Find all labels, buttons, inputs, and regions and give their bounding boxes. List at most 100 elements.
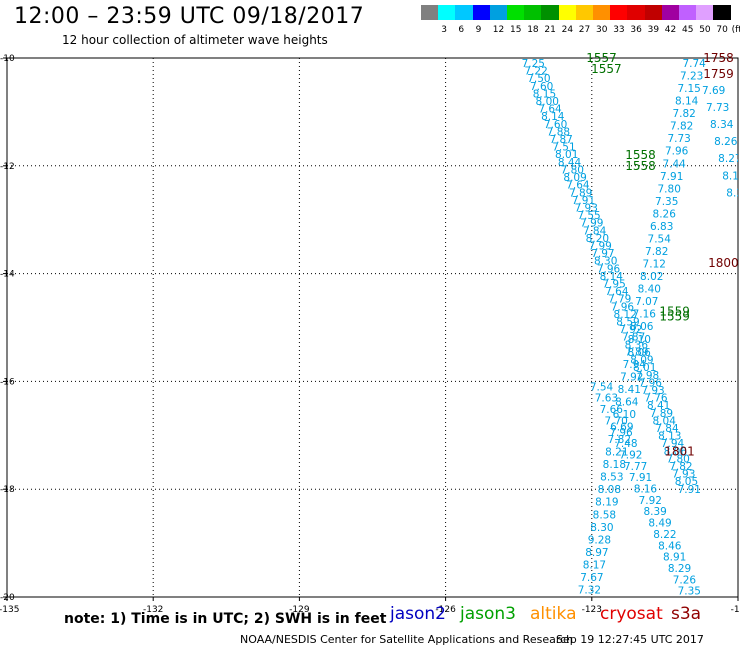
legend-label: 15 — [510, 25, 522, 35]
wave-height-value: 7.55 — [577, 210, 600, 222]
y-tick-label: -20 — [0, 593, 15, 603]
legend-label: 30 — [596, 25, 608, 35]
wave-height-value: 7.80 — [561, 164, 584, 176]
wave-height-value: 7.77 — [624, 461, 647, 473]
legend-swatch — [558, 5, 577, 20]
legend-label: 70 — [716, 25, 728, 35]
legend-label: 9 — [475, 25, 482, 35]
wave-height-value: 7.70 — [604, 415, 627, 427]
wave-height-value: 8.26 — [653, 208, 677, 220]
wave-height-value: 7.54 — [590, 381, 614, 393]
legend-swatch — [438, 5, 456, 20]
wave-height-value: 8.15 — [533, 88, 556, 100]
wave-height-value: 8.14 — [600, 271, 624, 283]
track-time-label: 1558 — [625, 159, 656, 173]
wave-height-value: 7.80 — [658, 183, 681, 195]
wave-height-value: 7.74 — [682, 58, 706, 70]
y-tick-label: -14 — [0, 270, 15, 280]
legend-label: 21 — [544, 25, 556, 35]
wave-height-value: 8.06 — [664, 446, 688, 458]
wave-height-value: 7.16 — [633, 309, 657, 321]
legend-swatch — [644, 5, 663, 20]
wave-height-value: 8.08 — [598, 484, 621, 496]
wave-height-value: 8.06 — [630, 321, 654, 333]
chart-subtitle: 12 hour collection of altimeter wave hei… — [62, 33, 328, 47]
wave-height-value: 8.59 — [616, 317, 639, 329]
wave-height-value: 7.82 — [645, 246, 668, 258]
wave-height-value: 8.44 — [558, 157, 582, 169]
wave-height-value: 8.14 — [675, 96, 699, 108]
legend-label: 36 — [630, 25, 642, 35]
wave-height-value: 8.14 — [541, 111, 565, 123]
wave-height-value: 7.73 — [667, 133, 690, 145]
x-tick-label: -126 — [435, 605, 456, 615]
legend-swatch — [610, 5, 628, 20]
wave-height-value: 7.96 — [597, 263, 621, 275]
wave-height-value: 8.34 — [710, 119, 734, 131]
wave-height-value: 7.96 — [639, 377, 663, 389]
wave-height-value: 7.60 — [544, 119, 567, 131]
wave-height-value: 8.40 — [638, 284, 661, 296]
track-time-label: 1758 — [703, 51, 734, 65]
wave-height-value: 8.10 — [628, 334, 651, 346]
wave-height-value: 7.76 — [644, 393, 668, 405]
wave-height-value: 6.10 — [613, 409, 636, 421]
mission-label-s3a: s3a — [671, 604, 702, 624]
wave-height-value: 8.09 — [563, 172, 586, 184]
wave-height-value: 7.64 — [538, 104, 562, 116]
wave-height-value: 8.39 — [643, 506, 666, 518]
wave-height-value: 8.04 — [653, 415, 677, 427]
wave-height-value: 7.97 — [591, 248, 614, 260]
wave-height-value: 7.84 — [583, 225, 607, 237]
wave-height-value: 8.41 — [618, 384, 641, 396]
wave-height-value: 7.96 — [665, 146, 689, 158]
track-time-label: 1800 — [708, 256, 739, 270]
legend-swatch — [489, 5, 508, 20]
wave-height-value: 7.91 — [678, 484, 701, 496]
x-tick-label: -129 — [289, 605, 310, 615]
wave-height-value: 8.30 — [594, 256, 617, 268]
legend-label: 24 — [561, 25, 574, 35]
track-time-label: 1801 — [664, 444, 695, 458]
wave-height-value: 6.69 — [610, 422, 633, 434]
wave-height-value: 8.27 — [718, 153, 740, 165]
legend-swatch — [472, 5, 491, 20]
map-content: 7.257.227.507.608.158.007.648.147.607.88… — [522, 51, 740, 597]
wave-height-value: 7.64 — [605, 286, 629, 298]
y-tick-label: -10 — [0, 54, 15, 64]
wave-height-value: 7.98 — [636, 370, 659, 382]
wave-height-value: 8.91 — [663, 552, 686, 564]
legend-label: 18 — [527, 25, 539, 35]
wave-height-value: 7.64 — [566, 180, 590, 192]
wave-height-value: 7.99 — [588, 240, 611, 252]
wave-height-value: 8.14 — [722, 170, 740, 182]
wave-height-value: 7.87 — [549, 134, 572, 146]
wave-height-value: 8.18 — [603, 459, 626, 471]
wave-height-value: 7.79 — [608, 294, 631, 306]
wave-height-value: 7.95 — [602, 279, 625, 291]
y-tick-label: -16 — [0, 377, 15, 387]
note-text: note: 1) Time is in UTC; 2) SWH is in fe… — [64, 611, 387, 627]
wave-height-value: 7.25 — [522, 58, 545, 70]
y-tick-label: -18 — [0, 485, 15, 495]
track-time-label: 1557 — [586, 51, 617, 65]
wave-height-value: 7.87 — [622, 332, 645, 344]
legend-label: 50 — [699, 25, 711, 35]
wave-height-value: 7.89 — [625, 346, 648, 358]
footer-timestamp: Sep 19 12:27:45 UTC 2017 — [556, 633, 704, 646]
wave-height-value: 7.92 — [620, 371, 643, 383]
wave-height-value: 8.01 — [633, 362, 656, 374]
wave-height-value: 7.73 — [706, 102, 729, 114]
track-time-label: 1558 — [625, 148, 656, 162]
wave-height-value: 9.28 — [588, 534, 611, 546]
wave-height-value: 7.96 — [611, 301, 635, 313]
wave-height-value: 7.35 — [655, 196, 678, 208]
wave-height-value: 8.36 — [625, 339, 649, 351]
wave-height-value: 7.60 — [530, 81, 553, 93]
legend-label: 39 — [647, 25, 660, 35]
track-time-label: 1559 — [659, 310, 690, 324]
footer-credit: NOAA/NESDIS Center for Satellite Applica… — [240, 633, 574, 646]
mission-label-altika: altika — [530, 604, 577, 624]
mission-label-cryosat: cryosat — [600, 604, 663, 624]
wave-height-value: 7.91 — [660, 171, 683, 183]
